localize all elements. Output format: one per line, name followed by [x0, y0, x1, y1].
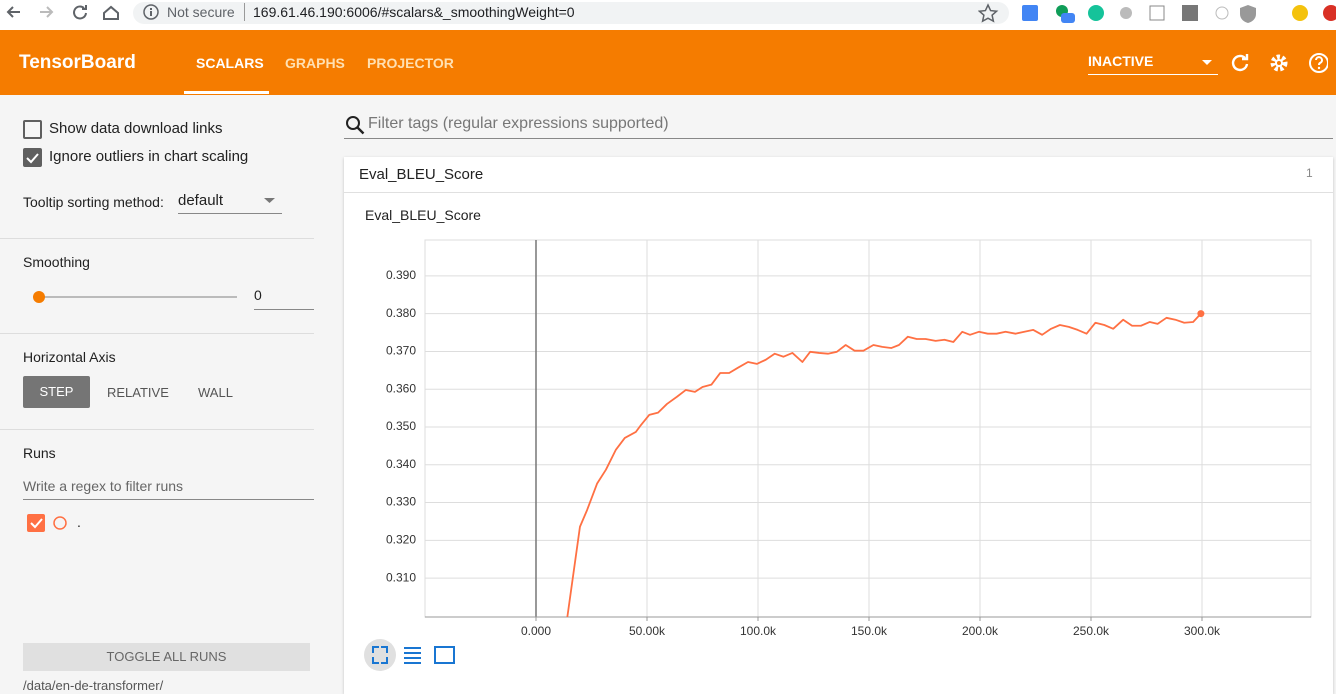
- extension-icons[interactable]: [978, 3, 1336, 25]
- divider: [0, 333, 314, 334]
- y-tick-label: 0.370: [386, 344, 416, 358]
- check-mark: [26, 153, 39, 164]
- tab[interactable]: SCALARS: [196, 55, 264, 71]
- logdir: /data/en-de-transformer/: [23, 678, 164, 693]
- search-icon: [346, 116, 365, 135]
- app-title: TensorBoard: [19, 52, 136, 73]
- chart: Eval_BLEU_Score 0.310 0.320 0.330 0.340 0.35…: [364, 207, 1312, 671]
- url: 169.61.46.190:6006/#scalars&_smoothingWe…: [253, 4, 575, 20]
- runs-filter[interactable]: Write a regex to filter runs: [23, 478, 184, 494]
- nav-icons[interactable]: [0, 0, 130, 30]
- smoothing-input[interactable]: 0: [254, 287, 262, 303]
- y-tick-label: 0.310: [386, 570, 416, 584]
- plot-area: [424, 239, 1312, 618]
- divider: [0, 429, 314, 430]
- tag-filter[interactable]: Filter tags (regular expressions support…: [368, 115, 669, 132]
- input-underline: [254, 309, 314, 310]
- fit-domain-button-bg: [364, 639, 396, 671]
- chart-title: Eval_BLEU_Score: [365, 207, 481, 223]
- axis-button[interactable]: WALL: [198, 385, 233, 400]
- select-underline: [178, 213, 282, 214]
- section-label: Horizontal Axis: [23, 349, 116, 365]
- y-tick-label: 0.320: [386, 532, 416, 546]
- x-tick-label: 50.00k: [629, 624, 666, 638]
- x-tick-label: 100.0k: [740, 624, 777, 638]
- chart-buttons[interactable]: [372, 646, 455, 664]
- card-title: Eval_BLEU_Score: [359, 166, 484, 183]
- x-tick-label: 150.0k: [851, 624, 888, 638]
- header-icons[interactable]: [1198, 50, 1328, 76]
- y-tick-label: 0.330: [386, 495, 416, 509]
- tooltip-label: Tooltip sorting method:: [23, 194, 164, 210]
- x-tick-label: 0.000: [521, 624, 551, 638]
- section-label: Runs: [23, 445, 56, 461]
- section-label: Smoothing: [23, 254, 90, 270]
- filter-underline: [344, 138, 1333, 139]
- run-status[interactable]: INACTIVE: [1088, 53, 1154, 69]
- last-point: [1197, 310, 1205, 318]
- security-label: Not secure: [167, 4, 235, 20]
- input-underline: [23, 499, 314, 500]
- x-tick-label: 300.0k: [1184, 624, 1221, 638]
- divider: [0, 238, 314, 239]
- card-count: 1: [1306, 166, 1313, 180]
- y-tick-label: 0.350: [386, 419, 416, 433]
- y-tick-label: 0.340: [386, 457, 416, 471]
- dropdown-arrow: [264, 198, 275, 203]
- run-toggle[interactable]: [26, 513, 70, 533]
- axis-button[interactable]: RELATIVE: [107, 385, 169, 400]
- address-bar[interactable]: [133, 2, 1009, 24]
- info-icon: [143, 4, 159, 20]
- tab[interactable]: GRAPHS: [285, 55, 345, 71]
- y-tick-label: 0.390: [386, 268, 416, 282]
- checkbox-checked[interactable]: [23, 148, 42, 167]
- checkbox-label: Show data download links: [49, 120, 223, 137]
- y-tick-label: 0.360: [386, 381, 416, 395]
- tab[interactable]: PROJECTOR: [367, 55, 454, 71]
- x-tick-label: 250.0k: [1073, 624, 1110, 638]
- run-name: .: [77, 514, 81, 530]
- divider: [244, 3, 245, 21]
- slider-knob[interactable]: [33, 291, 45, 303]
- checkbox-label: Ignore outliers in chart scaling: [49, 148, 249, 165]
- browser-bar: Not secure 169.61.46.190:6006/#scalars&_…: [0, 0, 1336, 31]
- status-underline: [1088, 74, 1218, 75]
- card-header[interactable]: [344, 157, 1333, 193]
- y-tick-label: 0.380: [386, 306, 416, 320]
- x-tick-label: 200.0k: [962, 624, 999, 638]
- checkbox[interactable]: [23, 120, 42, 139]
- app-header: TensorBoard SCALARS GRAPHS PROJECTOR INA…: [0, 30, 1336, 95]
- tooltip-select[interactable]: default: [178, 192, 224, 209]
- slider-track: [39, 296, 237, 298]
- active-tab-indicator: [184, 91, 269, 94]
- axis-button-active[interactable]: STEP: [23, 376, 90, 408]
- data-line: [566, 313, 1202, 617]
- series: [566, 310, 1205, 617]
- toggle-all-button[interactable]: TOGGLE ALL RUNS: [23, 643, 310, 671]
